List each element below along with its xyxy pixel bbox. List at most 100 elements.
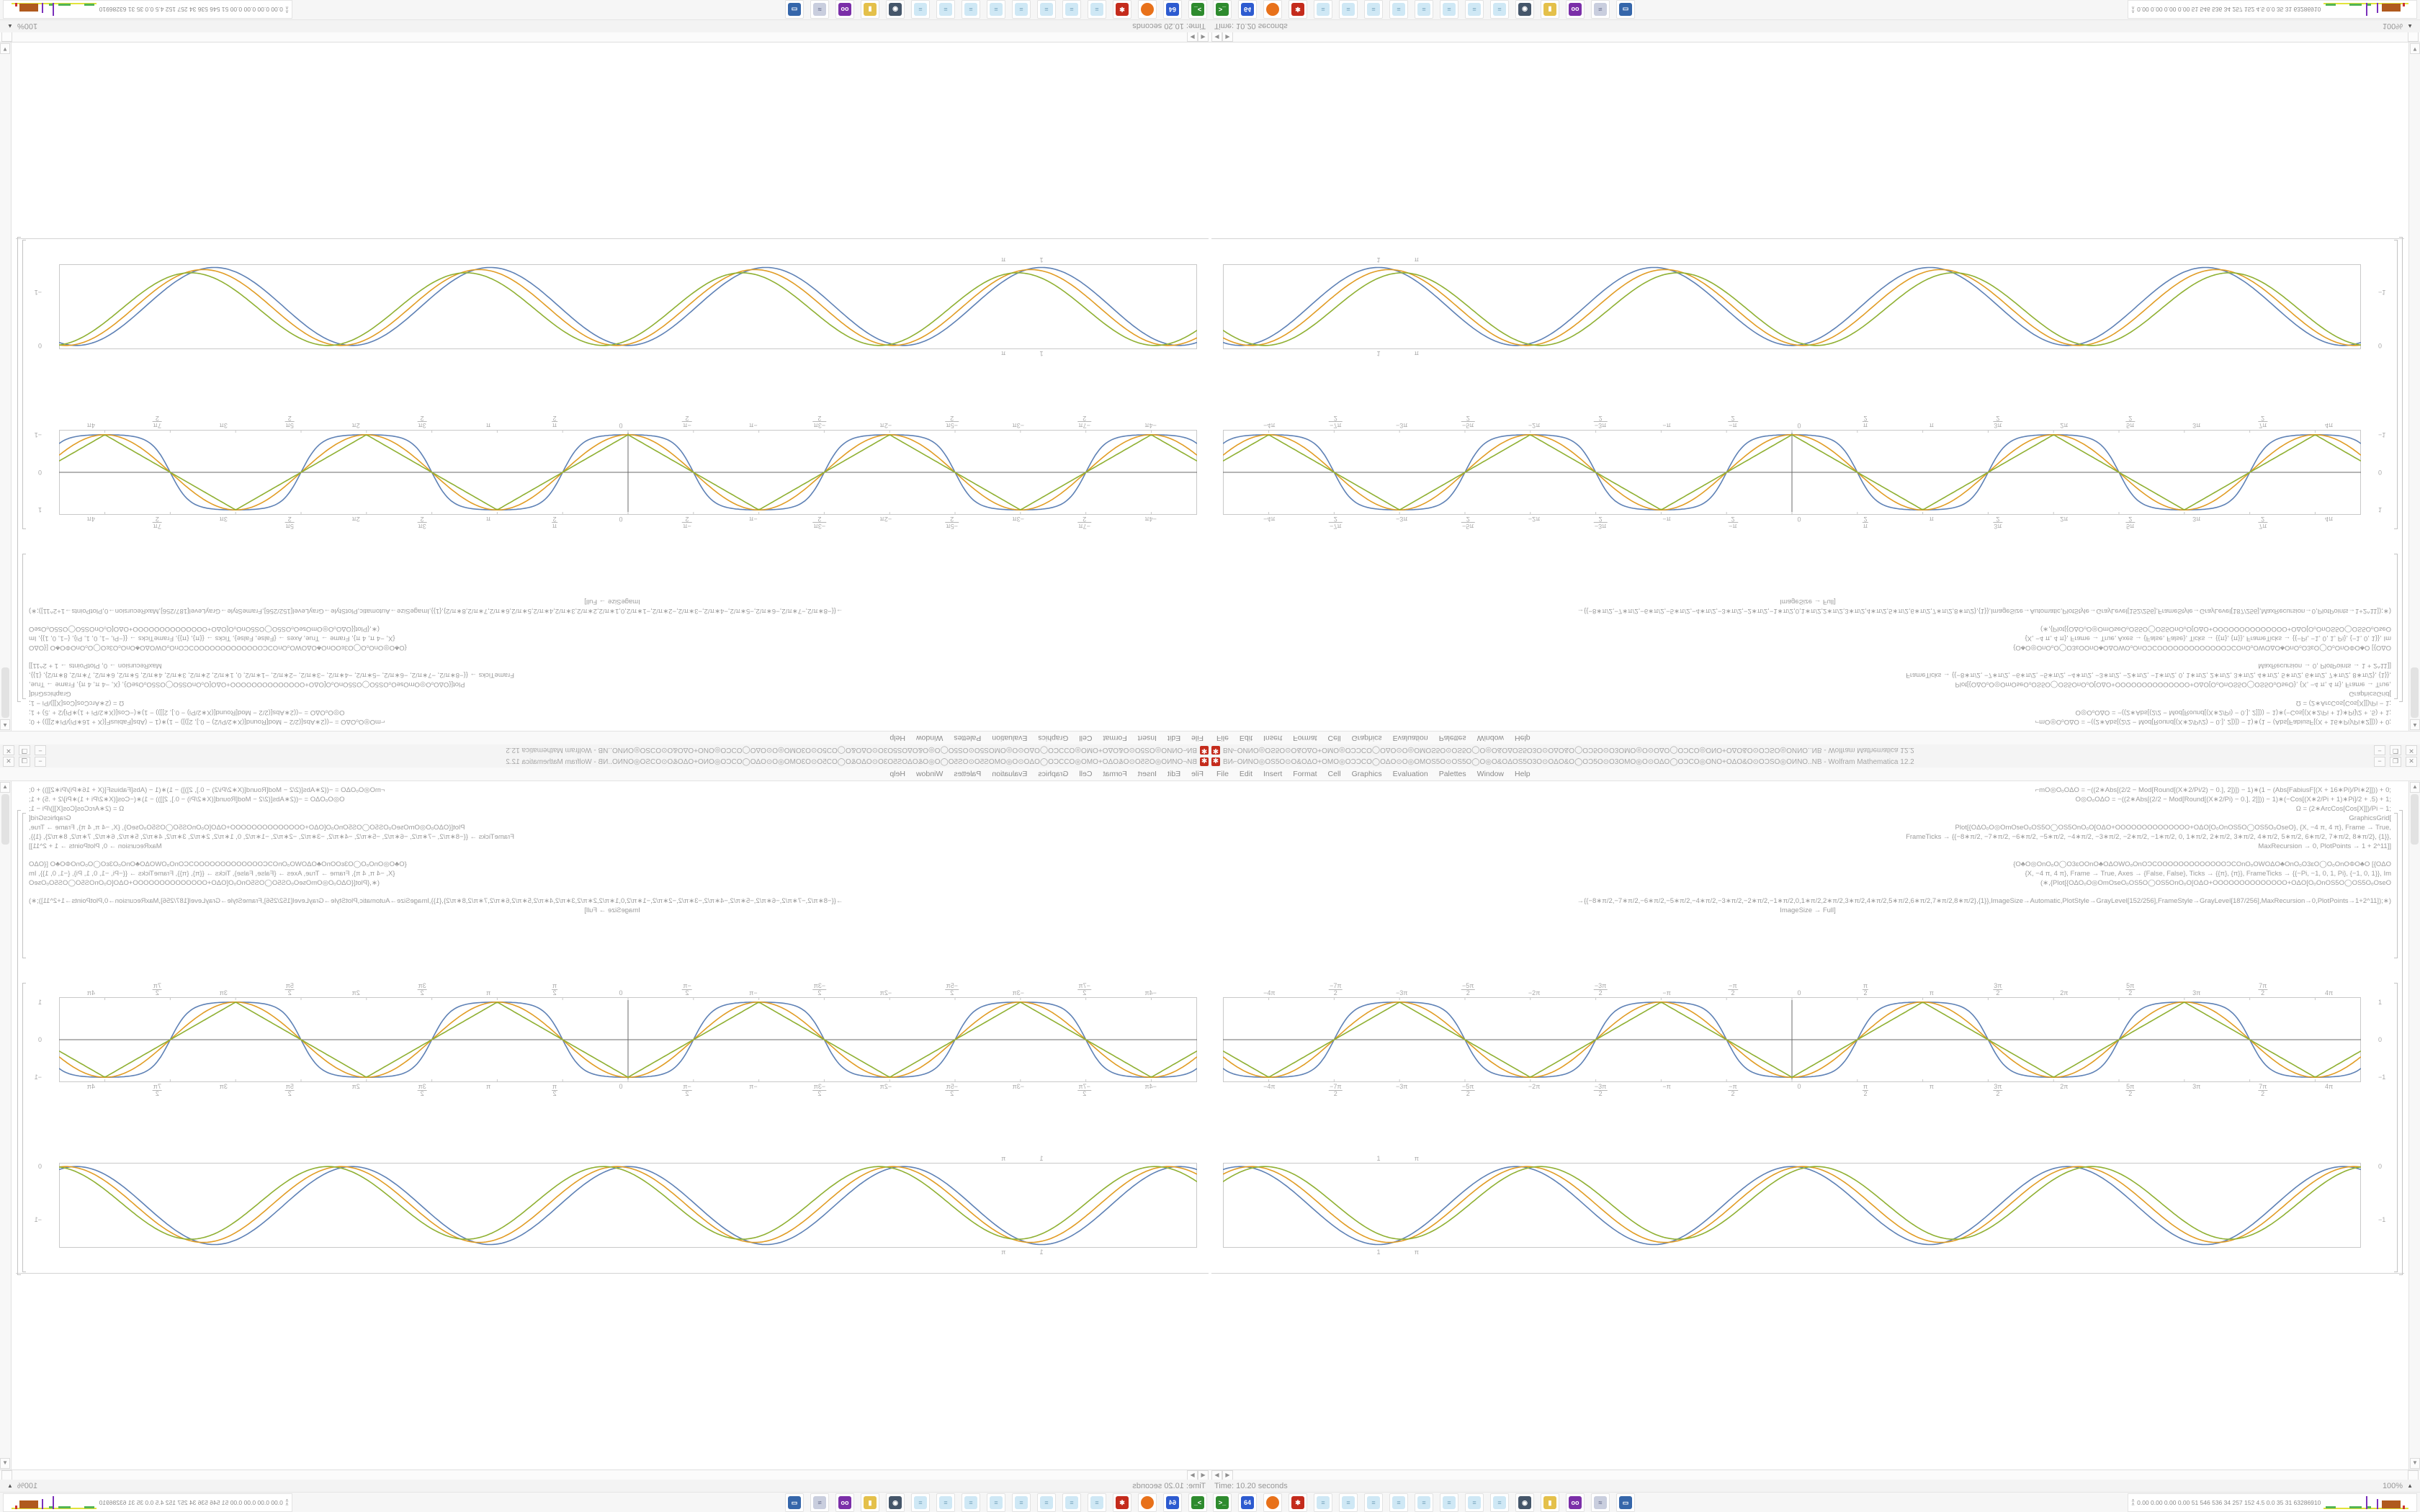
cell-bracket-plots[interactable] [22,983,26,1272]
code-line[interactable]: ImageSize → Full] [1780,598,1836,606]
notepad-icon[interactable]: ≡ [1037,1493,1056,1512]
notepad-icon[interactable]: ≡ [987,0,1005,19]
code-cell[interactable]: ⌐mO◎OₒOΔO = −((2∗Abs[(2/2 − Mod[Round[(X… [29,597,1196,726]
cell-bracket-plots[interactable] [22,240,26,529]
restore-button[interactable]: ❐ [2390,757,2401,767]
code-line[interactable]: {O♣O◎OnOₒO◯O3ɛOOnO♣OΔOWOₒOnOƆCOOOOOOOOOO… [2013,644,2391,652]
menu-format[interactable]: Format [1293,770,1317,778]
scroll-down-icon[interactable]: ▼ [2410,43,2420,54]
vertical-scroll-thumb[interactable] [1,667,9,718]
code-line[interactable]: ImageSize → Full] [1780,906,1836,914]
code-line[interactable]: Ω = (2∗ArcCos[Cos[X]])/Pi − 1; [2295,699,2391,707]
menu-help[interactable]: Help [889,734,905,742]
code-line[interactable]: {X, −4 π, 4 π}, Frame → True, Axes → {Fa… [29,634,395,642]
code-line[interactable]: GraphicsGrid[ [29,690,71,698]
magnification-value[interactable]: 100% [2382,22,2403,31]
code-line[interactable]: →{{−8∗π/2,−7∗π/2,−6∗π/2,−5∗π/2,−4∗π/2,−3… [29,897,843,905]
notepad-icon[interactable]: ≡ [962,0,980,19]
scroll-down-icon[interactable]: ▼ [2410,1458,2420,1469]
cell-bracket-group[interactable] [2399,237,2403,702]
magnification-menu-icon[interactable]: ▲ [7,23,13,30]
magnification-menu-icon[interactable]: ▲ [2407,23,2413,30]
scroll-up-icon[interactable]: ▲ [2410,782,2420,793]
code-cell[interactable]: ⌐mO◎OₒOΔO = −((2∗Abs[(2/2 − Mod[Round[(X… [29,786,1196,915]
code-line[interactable]: ImageSize → Full] [584,598,640,606]
projector-icon[interactable]: ◉ [886,1493,905,1512]
folder-icon[interactable]: ▮ [861,1493,879,1512]
scroll-down-icon[interactable]: ▼ [0,1458,10,1469]
code-line[interactable]: Plot[{OΔOₒO◎OmOƽeOₒOS5O◯OS5OnOₒO[OΔO+OOO… [1955,680,2391,688]
vertical-scroll-thumb[interactable] [2411,794,2419,845]
magnification-menu-icon[interactable]: ▲ [7,1482,13,1489]
mathematica-icon[interactable]: ✱ [1289,1493,1307,1512]
floppy-64-icon[interactable]: 64 [1238,0,1257,19]
floppy-64-icon[interactable]: 64 [1163,1493,1182,1512]
notepad-icon[interactable]: ≡ [936,0,955,19]
menu-insert[interactable]: Insert [1137,734,1157,742]
menu-palettes[interactable]: Palettes [954,770,982,778]
code-line[interactable]: MaxRecursion → 0, PlotPoints → 1 + 2^11]… [2258,662,2391,670]
code-line[interactable]: (∗,{Plot[{OΔOₒO◎OmOƽeOₒOS5O◯OS5OnOₒO[OΔO… [2040,879,2391,887]
menu-graphics[interactable]: Graphics [1038,770,1069,778]
notepad-icon[interactable]: ≡ [1012,0,1031,19]
menu-file[interactable]: File [1191,770,1204,778]
notepad-icon[interactable]: ≡ [1037,0,1056,19]
folder-icon[interactable]: ▮ [1541,0,1559,19]
menu-evaluation[interactable]: Evaluation [1392,734,1428,742]
code-line[interactable]: FrameTicks → {{−8∗π/2, −7∗π/2, −6∗π/2, −… [29,833,514,841]
notepad-icon[interactable]: ≡ [911,1493,930,1512]
notepad-icon[interactable]: ≡ [1465,0,1484,19]
window-titlebar[interactable]: ✱ ВИ⌐OИNO◎OS5O⊙O&OΔO+OMO◎OƆƆCO◯OΔO⊙O◎OMO… [0,744,1210,756]
vertical-scrollbar[interactable]: ▲ ▼ [0,781,12,1470]
close-button[interactable]: ✕ [3,757,14,767]
horizontal-scrollbar[interactable]: ◀ ▶ [1210,31,2420,42]
games-icon[interactable]: oo [835,1493,854,1512]
minimize-button[interactable]: − [35,757,46,767]
vertical-scroll-thumb[interactable] [2411,667,2419,718]
code-line[interactable]: →{{−8∗π/2,−7∗π/2,−6∗π/2,−5∗π/2,−4∗π/2,−3… [29,607,843,615]
cell-bracket-plots[interactable] [2394,240,2398,529]
magnification-value[interactable]: 100% [17,1481,38,1490]
scroll-down-icon[interactable]: ▼ [0,43,10,54]
menu-help[interactable]: Help [1515,770,1531,778]
scroll-right-icon[interactable]: ▶ [1187,31,1198,42]
firefox-icon[interactable] [1263,0,1282,19]
code-line[interactable]: GraphicsGrid[ [2349,814,2391,822]
code-line[interactable]: (∗,{Plot[{OΔOₒO◎OmOƽeOₒOS5O◯OS5OnOₒO[OΔO… [2040,625,2391,633]
window-titlebar[interactable]: ✱ ВИ⌐OИNO◎OS5O⊙O&OΔO+OMO◎OƆƆCO◯OΔO⊙O◎OMO… [0,756,1210,768]
menu-cell[interactable]: Cell [1079,770,1093,778]
computer-icon[interactable]: ▭ [1616,1493,1635,1512]
menu-evaluation[interactable]: Evaluation [1392,770,1428,778]
code-line[interactable]: Plot[{OΔOₒO◎OmOƽeOₒOS5O◯OS5OnOₒO[OΔO+OOO… [29,680,465,688]
firefox-icon[interactable] [1138,1493,1157,1512]
menu-window[interactable]: Window [915,734,944,742]
code-line[interactable]: →{{−8∗π/2,−7∗π/2,−6∗π/2,−5∗π/2,−4∗π/2,−3… [1577,897,2391,905]
code-line[interactable]: O◎OₒOΔO = −((2∗Abs[(2/2 − Mod[Round[(X∗2… [2075,708,2391,716]
games-icon[interactable]: oo [1566,1493,1585,1512]
window-titlebar[interactable]: ✱ ВИ⌐OИNO◎OS5O⊙O&OΔO+OMO◎OƆƆCO◯OΔO⊙O◎OMO… [1210,744,2420,756]
restore-button[interactable]: ❐ [19,757,30,767]
code-line[interactable]: {O♣O◎OnOₒO◯O3ɛOOnO♣OΔOWOₒOnOƆCOOOOOOOOOO… [2013,860,2391,868]
terminal-icon[interactable]: >_ [1213,0,1232,19]
cell-bracket-code[interactable] [22,813,26,958]
cell-bracket-code[interactable] [22,554,26,699]
code-line[interactable]: {X, −4 π, 4 π}, Frame → True, Axes → {Fa… [2025,634,2392,642]
code-line[interactable]: Plot[{OΔOₒO◎OmOƽeOₒOS5O◯OS5OnOₒO[OΔO+OOO… [29,824,465,832]
restore-button[interactable]: ❐ [19,745,30,755]
menu-edit[interactable]: Edit [1239,770,1253,778]
notepad-icon[interactable]: ≡ [1440,1493,1458,1512]
menu-file[interactable]: File [1191,734,1204,742]
code-line[interactable]: ⌐mO◎OₒOΔO = −((2∗Abs[(2/2 − Mod[Round[(X… [2035,718,2391,726]
menu-window[interactable]: Window [915,770,944,778]
notepad-icon[interactable]: ≡ [1490,0,1509,19]
scroll-up-icon[interactable]: ▲ [0,719,10,730]
notepad-icon[interactable]: ≡ [1415,0,1433,19]
menu-insert[interactable]: Insert [1263,734,1283,742]
menu-graphics[interactable]: Graphics [1038,734,1069,742]
notepad-icon[interactable]: ≡ [1314,1493,1332,1512]
scroll-up-icon[interactable]: ▲ [0,782,10,793]
notepad-icon[interactable]: ≡ [1088,0,1106,19]
code-line[interactable]: O◎OₒOΔO = −((2∗Abs[(2/2 − Mod[Round[(X∗2… [29,708,345,716]
computer-icon[interactable]: ▭ [1616,0,1635,19]
code-line[interactable]: Plot[{OΔOₒO◎OmOƽeOₒOS5O◯OS5OnOₒO[OΔO+OOO… [1955,824,2391,832]
